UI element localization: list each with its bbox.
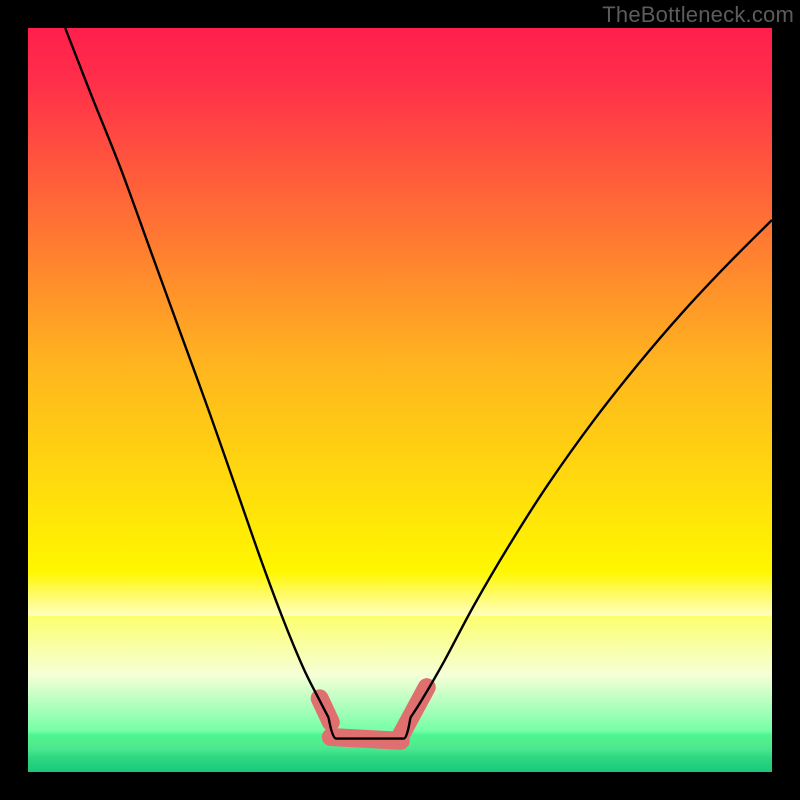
curve-left-branch: [65, 28, 328, 718]
curve-right-branch: [410, 220, 772, 718]
chart-svg: [28, 28, 772, 772]
watermark-text: TheBottleneck.com: [602, 2, 794, 28]
outer-frame: TheBottleneck.com: [0, 0, 800, 800]
plot-area: [28, 28, 772, 772]
